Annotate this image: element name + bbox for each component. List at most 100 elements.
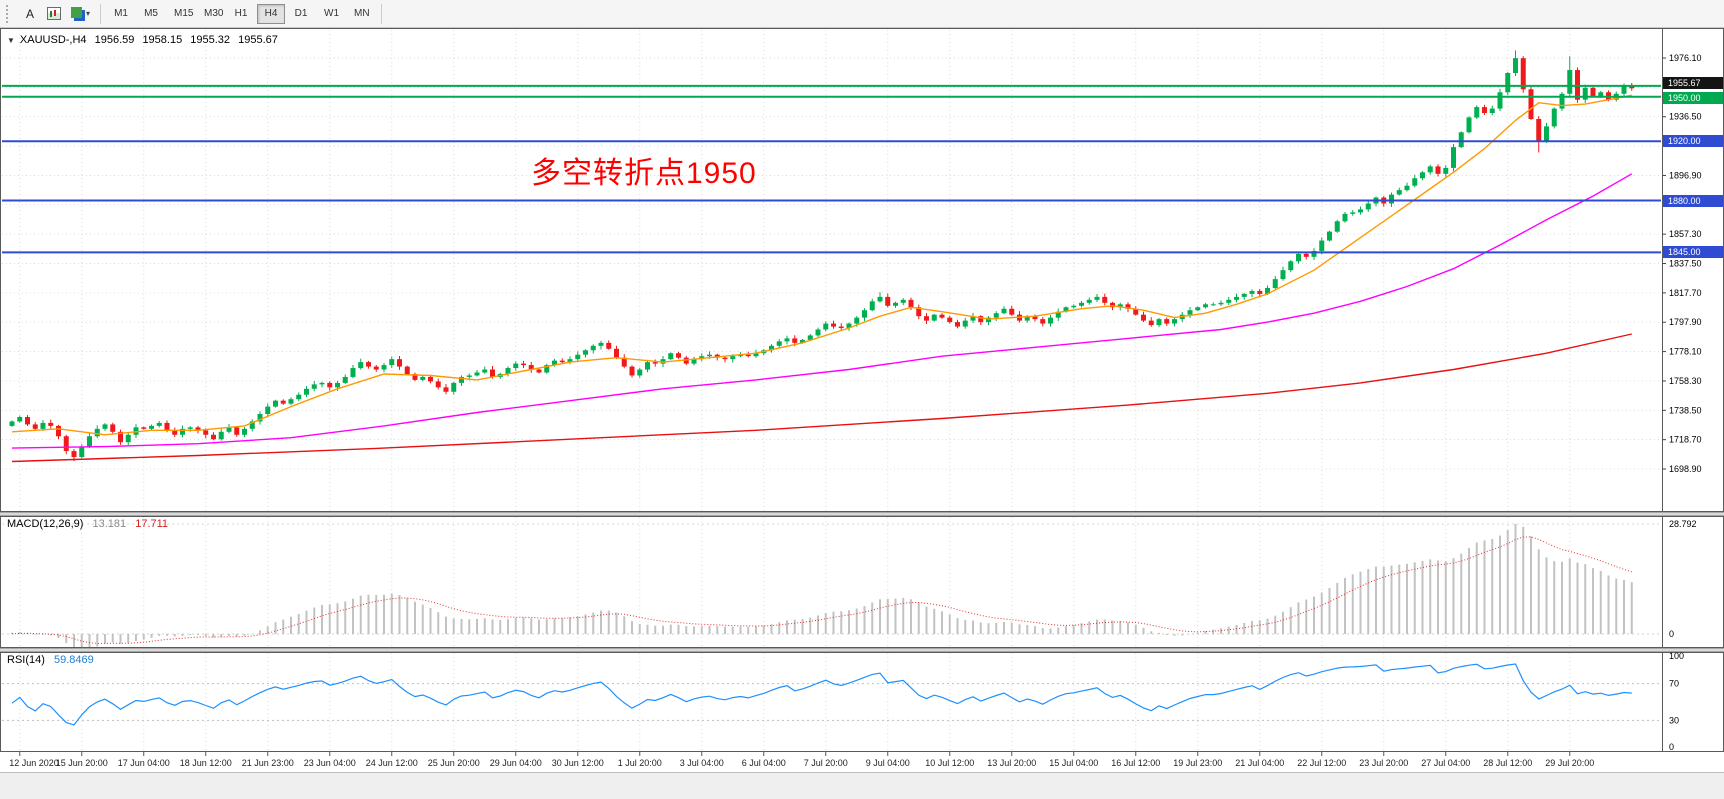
chart-plot-area[interactable] <box>0 28 1662 772</box>
rsi-title: RSI(14) <box>7 654 45 666</box>
price-tick-label: 1896.90 <box>1669 170 1702 180</box>
timeframe-button-m5[interactable]: M5 <box>137 4 165 24</box>
candle-body <box>397 359 402 367</box>
panel-splitter-macd[interactable] <box>0 512 1724 516</box>
rsi-axis-label: 0 <box>1669 742 1674 752</box>
time-scale[interactable] <box>0 752 1662 772</box>
candle-body <box>203 430 209 435</box>
macd-axis-max: 28.792 <box>1669 519 1697 529</box>
candle-body <box>1389 194 1394 204</box>
time-tick-label: 16 Jul 12:00 <box>1111 758 1160 768</box>
candle-body <box>1303 253 1309 257</box>
candle-body <box>63 436 69 452</box>
candle-body <box>815 329 821 336</box>
rsi-axis-label: 100 <box>1669 651 1684 661</box>
candle-body <box>1420 172 1425 179</box>
timeframe-button-m30[interactable]: M30 <box>197 4 225 24</box>
time-tick-label: 7 Jul 20:00 <box>804 758 848 768</box>
timeframe-button-m1[interactable]: M1 <box>107 4 135 24</box>
candle-body <box>676 353 681 358</box>
time-tick-label: 12 Jun 2020 <box>9 758 59 768</box>
symbol-dropdown-icon[interactable]: ▼ <box>7 36 15 45</box>
candle-body <box>1063 307 1069 312</box>
candle-body <box>745 354 751 357</box>
timeframe-button-d1[interactable]: D1 <box>287 4 315 24</box>
candle-body <box>970 316 976 321</box>
candle-body <box>1257 290 1263 294</box>
panel-splitter-rsi[interactable] <box>0 648 1724 652</box>
candle-body <box>1009 308 1015 315</box>
candle-body <box>637 369 643 376</box>
candle-body <box>1001 308 1007 314</box>
candle-body <box>1117 304 1123 308</box>
ohlc-high: 1958.15 <box>142 34 183 46</box>
candle-body <box>854 317 860 324</box>
timeframe-button-mn[interactable]: MN <box>347 4 375 24</box>
toolbar: A ▾ M1 M5 M15 M30 H1 H4 D1 W1 MN <box>0 0 1724 28</box>
time-tick-label: 29 Jun 04:00 <box>490 758 542 768</box>
candle-body <box>1272 279 1278 288</box>
macd-header: MACD(12,26,9) 13.181 17.711 <box>7 518 174 530</box>
rsi-axis-label: 70 <box>1669 679 1679 689</box>
chart-header: ▼ XAUUSD-,H4 1956.59 1958.15 1955.32 1955… <box>7 34 278 46</box>
candle-body <box>536 369 542 373</box>
candle-body <box>1055 311 1061 318</box>
candle-body <box>1071 305 1077 308</box>
timeframe-button-h1[interactable]: H1 <box>227 4 255 24</box>
time-tick-label: 27 Jul 04:00 <box>1421 758 1470 768</box>
toolbar-separator <box>381 3 383 24</box>
candle-body <box>1133 308 1139 315</box>
candle-body <box>924 316 929 321</box>
candle-body <box>273 400 278 407</box>
macd-axis-zero: 0 <box>1669 629 1674 639</box>
candle-body <box>838 326 844 329</box>
candle-body <box>1551 108 1557 127</box>
candle-body <box>1567 70 1573 94</box>
candle-body <box>521 363 526 366</box>
candle-body <box>559 360 565 363</box>
ohlc-low: 1955.32 <box>190 34 231 46</box>
candle-body <box>71 451 77 458</box>
timeframe-button-w1[interactable]: W1 <box>317 4 345 24</box>
candle-body <box>1110 302 1115 308</box>
candle-body <box>1288 261 1294 271</box>
time-tick-label: 3 Jul 04:00 <box>680 758 724 768</box>
indicators-button[interactable]: ▾ <box>66 3 95 25</box>
candle-body <box>1466 117 1472 133</box>
candle-body <box>412 373 418 380</box>
timeframe-button-m15[interactable]: M15 <box>167 4 195 24</box>
candle-body <box>1327 231 1332 241</box>
time-tick-label: 25 Jun 20:00 <box>428 758 480 768</box>
candle-body <box>164 422 170 431</box>
timeframe-button-h4[interactable]: H4 <box>257 3 286 24</box>
ma-slow-line <box>11 333 1632 463</box>
candle-body <box>1148 320 1154 326</box>
candle-body <box>87 436 92 447</box>
candle-body <box>435 381 441 388</box>
candle-body <box>877 296 883 302</box>
chart-icon <box>47 7 61 20</box>
candle-body <box>242 428 247 435</box>
time-tick-label: 28 Jul 12:00 <box>1483 758 1532 768</box>
candle-body <box>265 406 271 415</box>
text-tool-button[interactable]: A <box>18 3 42 25</box>
candle-body <box>404 366 410 374</box>
candle-body <box>1048 317 1053 324</box>
candle-body <box>249 421 255 429</box>
candle-body <box>1451 147 1456 168</box>
macd-value-main: 13.181 <box>92 518 127 530</box>
toolbar-grip[interactable] <box>6 4 12 23</box>
candle-body <box>1489 108 1495 114</box>
ohlc-open: 1956.59 <box>94 34 135 46</box>
candle-body <box>1172 319 1177 324</box>
price-scale[interactable] <box>1662 28 1724 752</box>
candle-body <box>1513 58 1518 73</box>
annotation-text[interactable]: 多空转折点1950 <box>531 157 757 190</box>
candle-body <box>180 428 185 435</box>
candle-body <box>443 387 449 392</box>
candle-body <box>1435 166 1441 174</box>
candle-body <box>869 301 875 311</box>
ma-fast-line <box>11 94 1632 436</box>
chart-template-button[interactable] <box>42 3 66 25</box>
